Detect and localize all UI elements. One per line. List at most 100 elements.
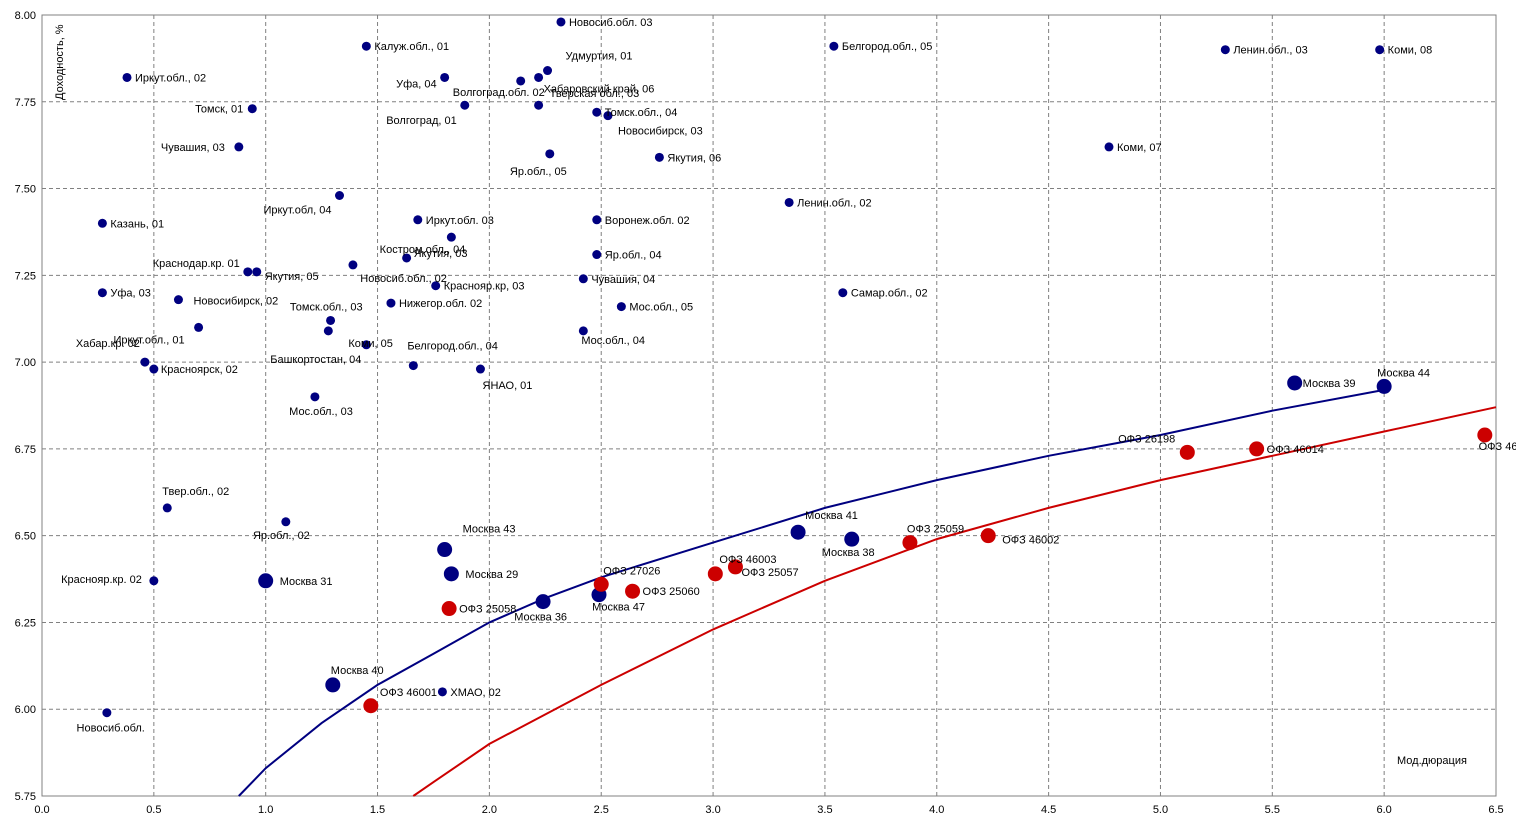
regional-point (310, 392, 320, 402)
y-tick-label: 7.25 (15, 270, 36, 282)
moscow-point (437, 542, 453, 558)
moscow-point-label: Москва 36 (514, 612, 567, 624)
data-points (97, 17, 1493, 718)
y-tick-label: 6.75 (15, 444, 36, 456)
ofz-point-label: ОФЗ 46002 (1002, 535, 1059, 547)
regional-point (431, 281, 441, 291)
regional-point-label: Мос.обл., 03 (289, 406, 353, 418)
ofz-point-label: ОФЗ 25057 (741, 567, 798, 579)
regional-point (281, 517, 291, 527)
regional-point (348, 260, 358, 270)
regional-point-label: Новосиб.обл., 02 (360, 273, 447, 285)
x-tick-label: 3.5 (817, 804, 832, 816)
regional-point (1375, 45, 1385, 55)
regional-point-label: Белгород.обл., 04 (407, 341, 498, 353)
ofz-point-label: ОФЗ 46017 (1479, 441, 1516, 453)
regional-point (234, 142, 244, 152)
regional-point-label: ЯНАО, 01 (483, 380, 533, 392)
regional-point-label: Казань, 01 (110, 218, 164, 230)
moscow-point (258, 573, 274, 589)
regional-point (784, 197, 794, 207)
regional-point-label: Хабар.кр. 02 (76, 338, 140, 350)
regional-point (361, 340, 371, 350)
regional-point-label: Иркут.обл., 01 (113, 334, 184, 346)
regional-point-label: Иркут.обл. 03 (426, 215, 494, 227)
axis-ticks: 0.0 0.5 1.0 1.5 2.0 2.5 3.0 3.5 4.0 4.5 5.0 5.5 6.0 6… (15, 10, 1504, 816)
x-tick-label: 1.0 (258, 804, 273, 816)
moscow-point (535, 594, 551, 610)
moscow-point-label: Москва 40 (331, 665, 384, 677)
regional-point (149, 576, 159, 586)
x-tick-label: 6.0 (1377, 804, 1392, 816)
regional-point (437, 687, 447, 697)
regional-point-label: Твер.обл., 02 (162, 486, 229, 498)
regional-point-label: Коми, 07 (1117, 142, 1162, 154)
regional-point-label: Мос.обл., 05 (629, 302, 693, 314)
regional-point-label: Якутия, 03 (414, 248, 468, 260)
ofz-point-label: ОФЗ 46003 (719, 554, 776, 566)
regional-point-label: Красноярск, 02 (161, 364, 238, 376)
ofz-point (441, 601, 457, 617)
moscow-point-label: Москва 38 (822, 547, 875, 559)
y-tick-label: 7.50 (15, 184, 36, 196)
regional-point (162, 503, 172, 513)
y-tick-label: 7.75 (15, 97, 36, 109)
regional-point-label: Томск.обл., 04 (605, 107, 678, 119)
x-tick-label: 5.5 (1265, 804, 1280, 816)
x-tick-label: 3.0 (705, 804, 720, 816)
moscow-point-label: Москва 47 (592, 602, 645, 614)
y-tick-label: 5.75 (15, 791, 36, 803)
regional-point-label: Иркут.обл, 04 (263, 204, 331, 216)
x-tick-label: 0.0 (34, 804, 49, 816)
regional-point (335, 190, 345, 200)
regional-point-label: Томск.обл., 03 (290, 301, 363, 313)
regional-point (402, 253, 412, 263)
ofz-point (727, 559, 743, 575)
regional-point-label: Яр.обл., 05 (510, 166, 567, 178)
regional-point (97, 218, 107, 228)
regional-point-label: Волгоград, 01 (386, 115, 457, 127)
plot-area (41, 14, 1497, 797)
x-axis-title: Мод.дюрация (1397, 755, 1467, 767)
regional-point (408, 361, 418, 371)
regional-point-label: Коми, 05 (348, 338, 393, 350)
regional-point-label: Якутия, 06 (667, 152, 721, 164)
regional-point (326, 315, 336, 325)
ofz-point-label: ОФЗ 46014 (1267, 444, 1324, 456)
ofz-point (1477, 427, 1493, 443)
regional-point (475, 364, 485, 374)
regional-point (516, 76, 526, 86)
regional-point (122, 72, 132, 82)
x-tick-label: 2.5 (594, 804, 609, 816)
moscow-point (1376, 378, 1392, 394)
ofz-point-label: ОФЗ 27026 (603, 565, 660, 577)
y-tick-label: 6.00 (15, 704, 36, 716)
regional-point-label: Нижегор.обл. 02 (399, 298, 482, 310)
ofz-point-label: ОФЗ 26198 (1118, 433, 1175, 445)
y-tick-label: 8.00 (15, 10, 36, 22)
regional-point (149, 364, 159, 374)
x-tick-label: 4.5 (1041, 804, 1056, 816)
regional-point-label: Коми, 08 (1388, 45, 1433, 57)
regional-point-label: Удмуртия, 01 (566, 51, 633, 63)
regional-point-label: Воронеж.обл. 02 (605, 215, 690, 227)
regional-point-label: Уфа, 04 (396, 78, 437, 90)
regional-point (592, 107, 602, 117)
regional-point-label: Иркут.обл., 02 (135, 72, 206, 84)
regional-point-label: Яр.обл., 04 (605, 250, 662, 262)
regional-point-label: Тверская обл., 03 (550, 88, 640, 100)
regional-point-label: Краснояр.кр. 02 (61, 574, 142, 586)
regional-point (323, 326, 333, 336)
ofz-point (625, 583, 641, 599)
regional-point (616, 302, 626, 312)
regional-point (252, 267, 262, 277)
regional-point (603, 111, 613, 121)
ofz-point (1179, 444, 1195, 460)
x-tick-label: 0.5 (146, 804, 161, 816)
regional-point (545, 149, 555, 159)
regional-point (140, 357, 150, 367)
regional-point (102, 708, 112, 718)
regional-point (838, 288, 848, 298)
x-tick-label: 4.0 (929, 804, 944, 816)
regional-point (578, 274, 588, 284)
